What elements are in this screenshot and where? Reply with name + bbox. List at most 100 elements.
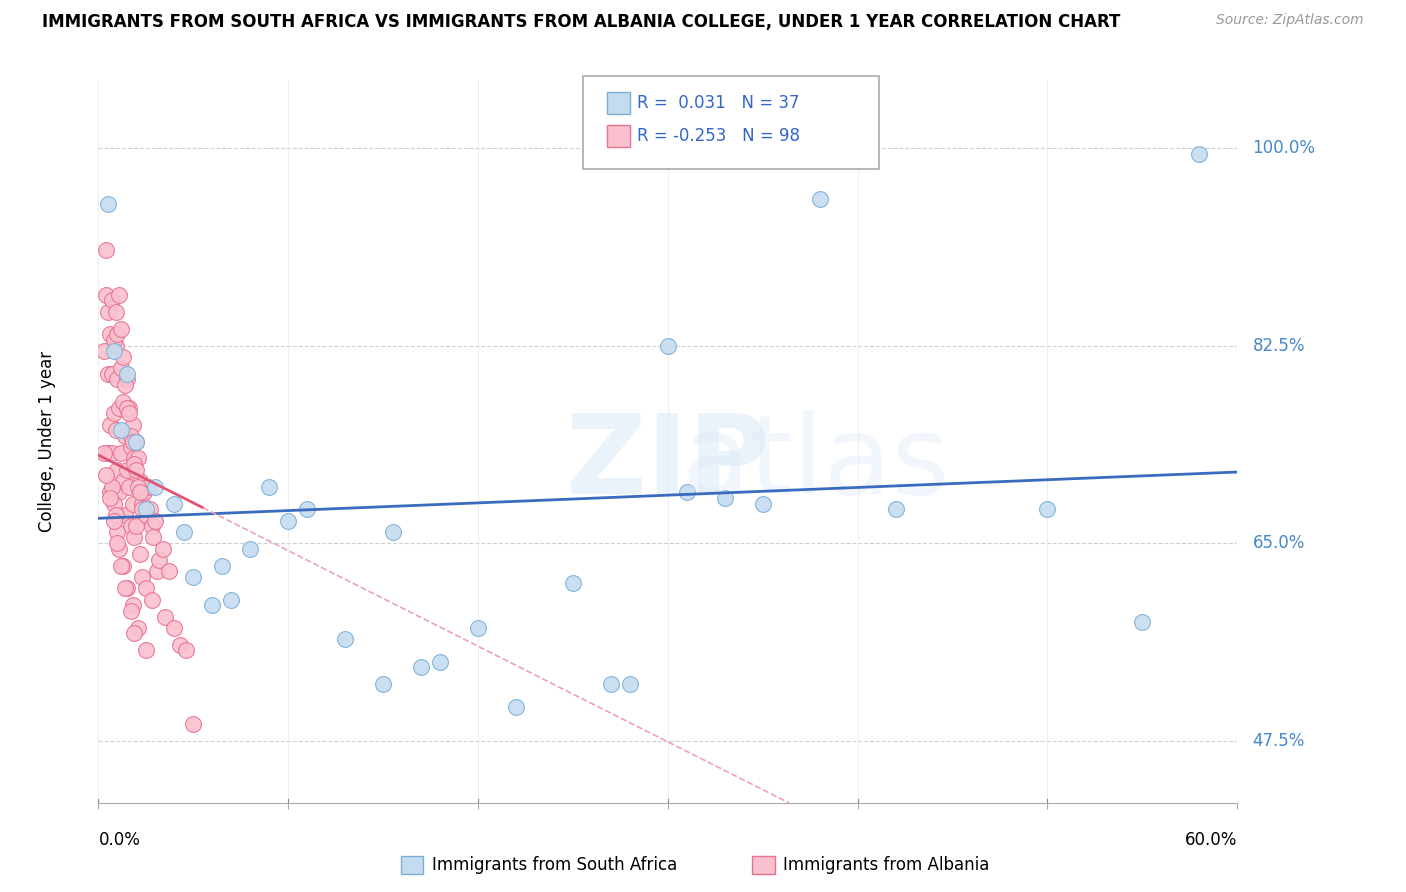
Point	[600, 677, 623, 691]
Text: 60.0%: 60.0%	[1185, 831, 1237, 849]
Point	[114, 508, 136, 522]
Point	[125, 434, 148, 449]
Point	[657, 338, 679, 352]
Point	[124, 451, 146, 466]
Point	[259, 480, 281, 494]
Point	[135, 643, 157, 657]
Point	[110, 361, 132, 376]
Text: 0.0%: 0.0%	[98, 831, 141, 849]
Point	[808, 192, 831, 206]
Point	[100, 480, 122, 494]
Point	[135, 508, 157, 522]
Point	[371, 677, 394, 691]
Text: atlas: atlas	[682, 409, 950, 516]
Point	[335, 632, 357, 646]
Text: R =  0.031   N = 37: R = 0.031 N = 37	[637, 94, 800, 112]
Point	[121, 434, 143, 449]
Point	[467, 621, 489, 635]
Point	[110, 423, 132, 437]
Point	[136, 480, 159, 494]
Point	[127, 451, 149, 466]
Point	[1132, 615, 1154, 630]
Text: R = -0.253   N = 98: R = -0.253 N = 98	[637, 127, 800, 145]
Point	[93, 446, 115, 460]
Point	[93, 344, 115, 359]
Point	[107, 524, 129, 539]
Point	[108, 401, 131, 415]
Point	[714, 491, 737, 505]
Point	[277, 514, 299, 528]
Text: College, Under 1 year: College, Under 1 year	[38, 351, 56, 533]
Point	[98, 327, 121, 342]
Point	[112, 395, 135, 409]
Point	[183, 716, 205, 731]
Point	[169, 638, 191, 652]
Point	[97, 446, 120, 460]
Point	[297, 502, 319, 516]
Point	[115, 401, 138, 415]
Point	[120, 604, 142, 618]
Point	[114, 582, 136, 596]
Text: 82.5%: 82.5%	[1253, 336, 1305, 355]
Point	[97, 197, 120, 211]
Point	[124, 457, 146, 471]
Point	[112, 474, 135, 488]
Point	[121, 417, 143, 432]
Point	[108, 485, 131, 500]
Text: 65.0%: 65.0%	[1253, 534, 1305, 552]
Point	[104, 508, 127, 522]
Point	[239, 541, 262, 556]
Point	[131, 570, 153, 584]
Point	[163, 497, 186, 511]
Point	[429, 655, 451, 669]
Point	[103, 514, 125, 528]
Point	[142, 531, 165, 545]
Point	[114, 378, 136, 392]
Point	[129, 474, 152, 488]
Point	[110, 321, 132, 335]
Point	[94, 468, 117, 483]
Point	[125, 434, 148, 449]
Point	[1036, 502, 1059, 516]
Point	[118, 480, 141, 494]
Text: Immigrants from Albania: Immigrants from Albania	[783, 856, 990, 874]
Point	[131, 497, 153, 511]
Point	[98, 417, 121, 432]
Point	[104, 304, 127, 318]
Point	[121, 497, 143, 511]
Point	[884, 502, 907, 516]
Point	[112, 558, 135, 573]
Point	[124, 626, 146, 640]
Point	[129, 548, 152, 562]
Point	[145, 480, 167, 494]
Point	[174, 643, 197, 657]
Point	[103, 497, 125, 511]
Point	[110, 446, 132, 460]
Point	[114, 429, 136, 443]
Point	[1188, 146, 1211, 161]
Point	[124, 531, 146, 545]
Point	[108, 541, 131, 556]
Point	[152, 541, 174, 556]
Text: ZIP: ZIP	[567, 409, 769, 516]
Text: 47.5%: 47.5%	[1253, 731, 1305, 749]
Point	[118, 406, 141, 420]
Point	[98, 485, 121, 500]
Text: Immigrants from South Africa: Immigrants from South Africa	[432, 856, 676, 874]
Point	[163, 621, 186, 635]
Point	[138, 502, 160, 516]
Point	[141, 592, 163, 607]
Point	[104, 338, 127, 352]
Point	[94, 287, 117, 301]
Point	[110, 558, 132, 573]
Point	[141, 519, 163, 533]
Point	[752, 497, 775, 511]
Point	[411, 660, 433, 674]
Point	[100, 446, 122, 460]
Point	[562, 575, 585, 590]
Point	[104, 423, 127, 437]
Point	[127, 621, 149, 635]
Point	[121, 599, 143, 613]
Point	[94, 243, 117, 257]
Point	[157, 565, 180, 579]
